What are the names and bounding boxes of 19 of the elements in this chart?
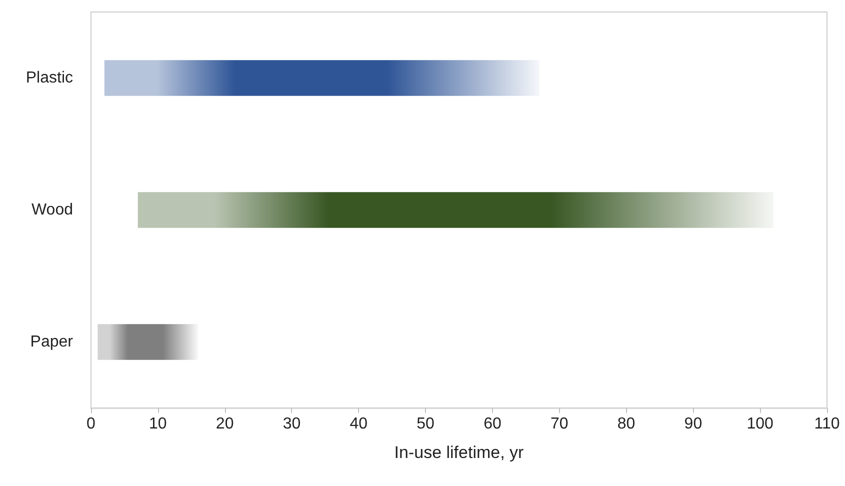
x-tick-label: 90	[684, 416, 702, 432]
x-axis-title: In-use lifetime, yr	[394, 443, 524, 462]
y-tick-label: Paper	[30, 334, 74, 350]
x-tick-label: 80	[617, 416, 636, 432]
x-tick-label: 0	[86, 416, 96, 432]
x-tick-label: 100	[746, 416, 774, 432]
x-tick-label: 50	[416, 416, 435, 432]
x-tick-label: 110	[814, 416, 840, 432]
x-tick-label: 40	[350, 416, 368, 432]
x-tick-label: 10	[149, 416, 167, 432]
bar	[104, 60, 540, 96]
x-tick-label: 70	[550, 416, 568, 432]
y-tick-label: Plastic	[26, 70, 73, 86]
x-tick-label: 30	[282, 416, 301, 432]
x-tick-label: 60	[484, 416, 502, 432]
y-tick-label: Wood	[31, 202, 73, 218]
bar	[98, 324, 198, 360]
x-tick-label: 20	[216, 416, 234, 432]
bar	[138, 192, 774, 228]
